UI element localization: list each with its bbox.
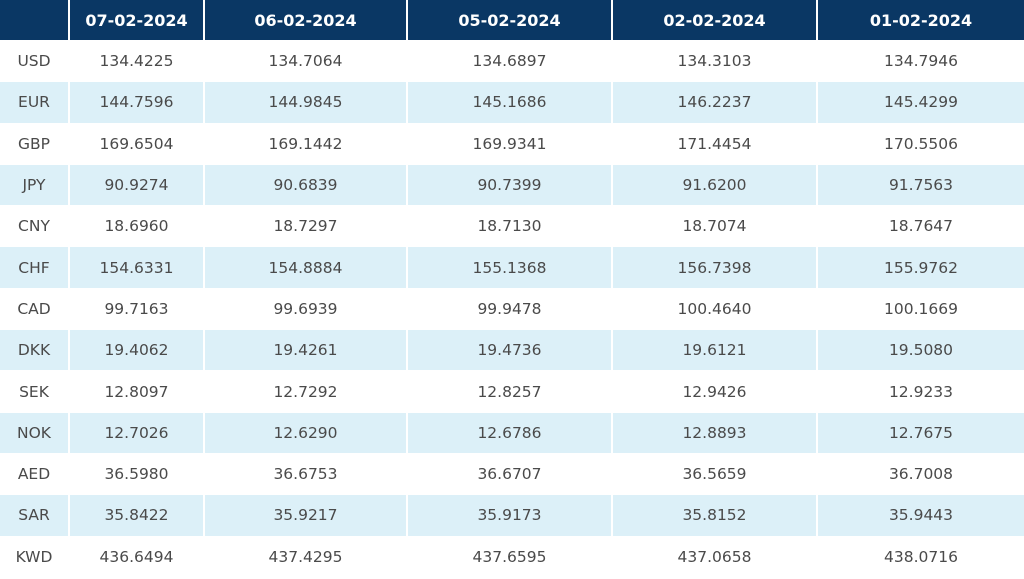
table-row: DKK 19.4062 19.4261 19.4736 19.6121 19.5080 bbox=[0, 330, 1024, 372]
rate-cell: 19.6121 bbox=[613, 330, 816, 372]
rate-cell: 134.6897 bbox=[408, 41, 611, 83]
rate-cell: 18.7130 bbox=[408, 206, 611, 248]
rate-cell: 18.6960 bbox=[70, 206, 203, 248]
rate-cell: 155.1368 bbox=[408, 247, 611, 289]
rate-cell: 12.8257 bbox=[408, 371, 611, 413]
rate-cell: 99.7163 bbox=[70, 289, 203, 331]
rate-cell: 169.6504 bbox=[70, 124, 203, 165]
table-row: CNY 18.6960 18.7297 18.7130 18.7074 18.7647 bbox=[0, 206, 1024, 248]
rate-cell: 19.4736 bbox=[408, 330, 611, 372]
rate-cell: 35.9443 bbox=[818, 495, 1024, 537]
rate-cell: 12.8893 bbox=[613, 412, 816, 454]
rate-cell: 35.8422 bbox=[70, 495, 203, 537]
rate-cell: 18.7297 bbox=[205, 206, 406, 248]
rate-cell: 12.6786 bbox=[408, 412, 611, 454]
rate-cell: 35.8152 bbox=[613, 495, 816, 537]
table-row: AED 36.5980 36.6753 36.6707 36.5659 36.7008 bbox=[0, 454, 1024, 496]
rate-cell: 19.4062 bbox=[70, 330, 203, 372]
rate-cell: 134.4225 bbox=[70, 41, 203, 83]
rate-cell: 154.6331 bbox=[70, 247, 203, 289]
rate-cell: 90.7399 bbox=[408, 164, 611, 207]
rate-cell: 35.9217 bbox=[205, 495, 406, 537]
currency-code: JPY bbox=[0, 164, 68, 207]
rate-cell: 145.4299 bbox=[818, 82, 1024, 124]
rate-cell: 12.7292 bbox=[205, 371, 406, 413]
rate-cell: 12.9426 bbox=[613, 371, 816, 413]
table-row: SEK 12.8097 12.7292 12.8257 12.9426 12.9233 bbox=[0, 371, 1024, 413]
rate-cell: 91.6200 bbox=[613, 164, 816, 207]
rate-cell: 154.8884 bbox=[205, 247, 406, 289]
rate-cell: 436.6494 bbox=[70, 537, 203, 578]
table-row: EUR 144.7596 144.9845 145.1686 146.2237 145.4… bbox=[0, 82, 1024, 124]
rate-cell: 146.2237 bbox=[613, 82, 816, 124]
header-currency bbox=[0, 0, 68, 41]
rate-cell: 100.4640 bbox=[613, 289, 816, 331]
rate-cell: 170.5506 bbox=[818, 124, 1024, 165]
currency-code: SAR bbox=[0, 495, 68, 537]
header-date: 05-02-2024 bbox=[408, 0, 611, 41]
rate-cell: 90.9274 bbox=[70, 164, 203, 207]
rate-cell: 12.7675 bbox=[818, 412, 1024, 454]
rate-cell: 99.9478 bbox=[408, 289, 611, 331]
header-date: 02-02-2024 bbox=[613, 0, 816, 41]
rate-cell: 18.7074 bbox=[613, 206, 816, 248]
rate-cell: 12.9233 bbox=[818, 371, 1024, 413]
table-row: CAD 99.7163 99.6939 99.9478 100.4640 100.1669 bbox=[0, 289, 1024, 331]
table-row: CHF 154.6331 154.8884 155.1368 156.7398 155.9… bbox=[0, 247, 1024, 289]
table-row: USD 134.4225 134.7064 134.6897 134.3103 134.7… bbox=[0, 41, 1024, 83]
rate-cell: 134.7064 bbox=[205, 41, 406, 83]
rate-cell: 91.7563 bbox=[818, 164, 1024, 207]
rate-cell: 171.4454 bbox=[613, 124, 816, 165]
rate-cell: 36.5980 bbox=[70, 454, 203, 496]
rate-cell: 36.7008 bbox=[818, 454, 1024, 496]
rate-cell: 19.4261 bbox=[205, 330, 406, 372]
currency-code: USD bbox=[0, 41, 68, 83]
rate-cell: 438.0716 bbox=[818, 537, 1024, 578]
rate-cell: 90.6839 bbox=[205, 164, 406, 207]
rate-cell: 19.5080 bbox=[818, 330, 1024, 372]
header-row: 07-02-2024 06-02-2024 05-02-2024 02-02-2024… bbox=[0, 0, 1024, 41]
header-date: 01-02-2024 bbox=[818, 0, 1024, 41]
rate-cell: 12.6290 bbox=[205, 412, 406, 454]
rate-cell: 437.4295 bbox=[205, 537, 406, 578]
header-date: 07-02-2024 bbox=[70, 0, 203, 41]
rate-cell: 169.1442 bbox=[205, 124, 406, 165]
rate-cell: 144.7596 bbox=[70, 82, 203, 124]
currency-code: CAD bbox=[0, 289, 68, 331]
currency-code: NOK bbox=[0, 412, 68, 454]
rate-cell: 12.7026 bbox=[70, 412, 203, 454]
currency-code: GBP bbox=[0, 124, 68, 165]
rate-cell: 145.1686 bbox=[408, 82, 611, 124]
rate-cell: 18.7647 bbox=[818, 206, 1024, 248]
table-row: SAR 35.8422 35.9217 35.9173 35.8152 35.9443 bbox=[0, 495, 1024, 537]
rate-cell: 437.0658 bbox=[613, 537, 816, 578]
rate-cell: 36.5659 bbox=[613, 454, 816, 496]
table-row: GBP 169.6504 169.1442 169.9341 171.4454 170.5… bbox=[0, 124, 1024, 165]
currency-code: AED bbox=[0, 454, 68, 496]
table-row: JPY 90.9274 90.6839 90.7399 91.6200 91.7563 bbox=[0, 164, 1024, 207]
rate-cell: 100.1669 bbox=[818, 289, 1024, 331]
rate-cell: 12.8097 bbox=[70, 371, 203, 413]
table-row: KWD 436.6494 437.4295 437.6595 437.0658 438.0… bbox=[0, 537, 1024, 578]
currency-code: DKK bbox=[0, 330, 68, 372]
table-row: NOK 12.7026 12.6290 12.6786 12.8893 12.7675 bbox=[0, 412, 1024, 454]
currency-code: SEK bbox=[0, 371, 68, 413]
rate-cell: 36.6707 bbox=[408, 454, 611, 496]
currency-code: CNY bbox=[0, 206, 68, 248]
rate-cell: 437.6595 bbox=[408, 537, 611, 578]
rate-cell: 35.9173 bbox=[408, 495, 611, 537]
currency-code: KWD bbox=[0, 537, 68, 578]
rate-cell: 134.3103 bbox=[613, 41, 816, 83]
currency-code: EUR bbox=[0, 82, 68, 124]
rate-cell: 156.7398 bbox=[613, 247, 816, 289]
header-date: 06-02-2024 bbox=[205, 0, 406, 41]
rate-cell: 134.7946 bbox=[818, 41, 1024, 83]
currency-code: CHF bbox=[0, 247, 68, 289]
rate-cell: 36.6753 bbox=[205, 454, 406, 496]
rate-cell: 144.9845 bbox=[205, 82, 406, 124]
rate-cell: 155.9762 bbox=[818, 247, 1024, 289]
rate-cell: 169.9341 bbox=[408, 124, 611, 165]
rate-cell: 99.6939 bbox=[205, 289, 406, 331]
